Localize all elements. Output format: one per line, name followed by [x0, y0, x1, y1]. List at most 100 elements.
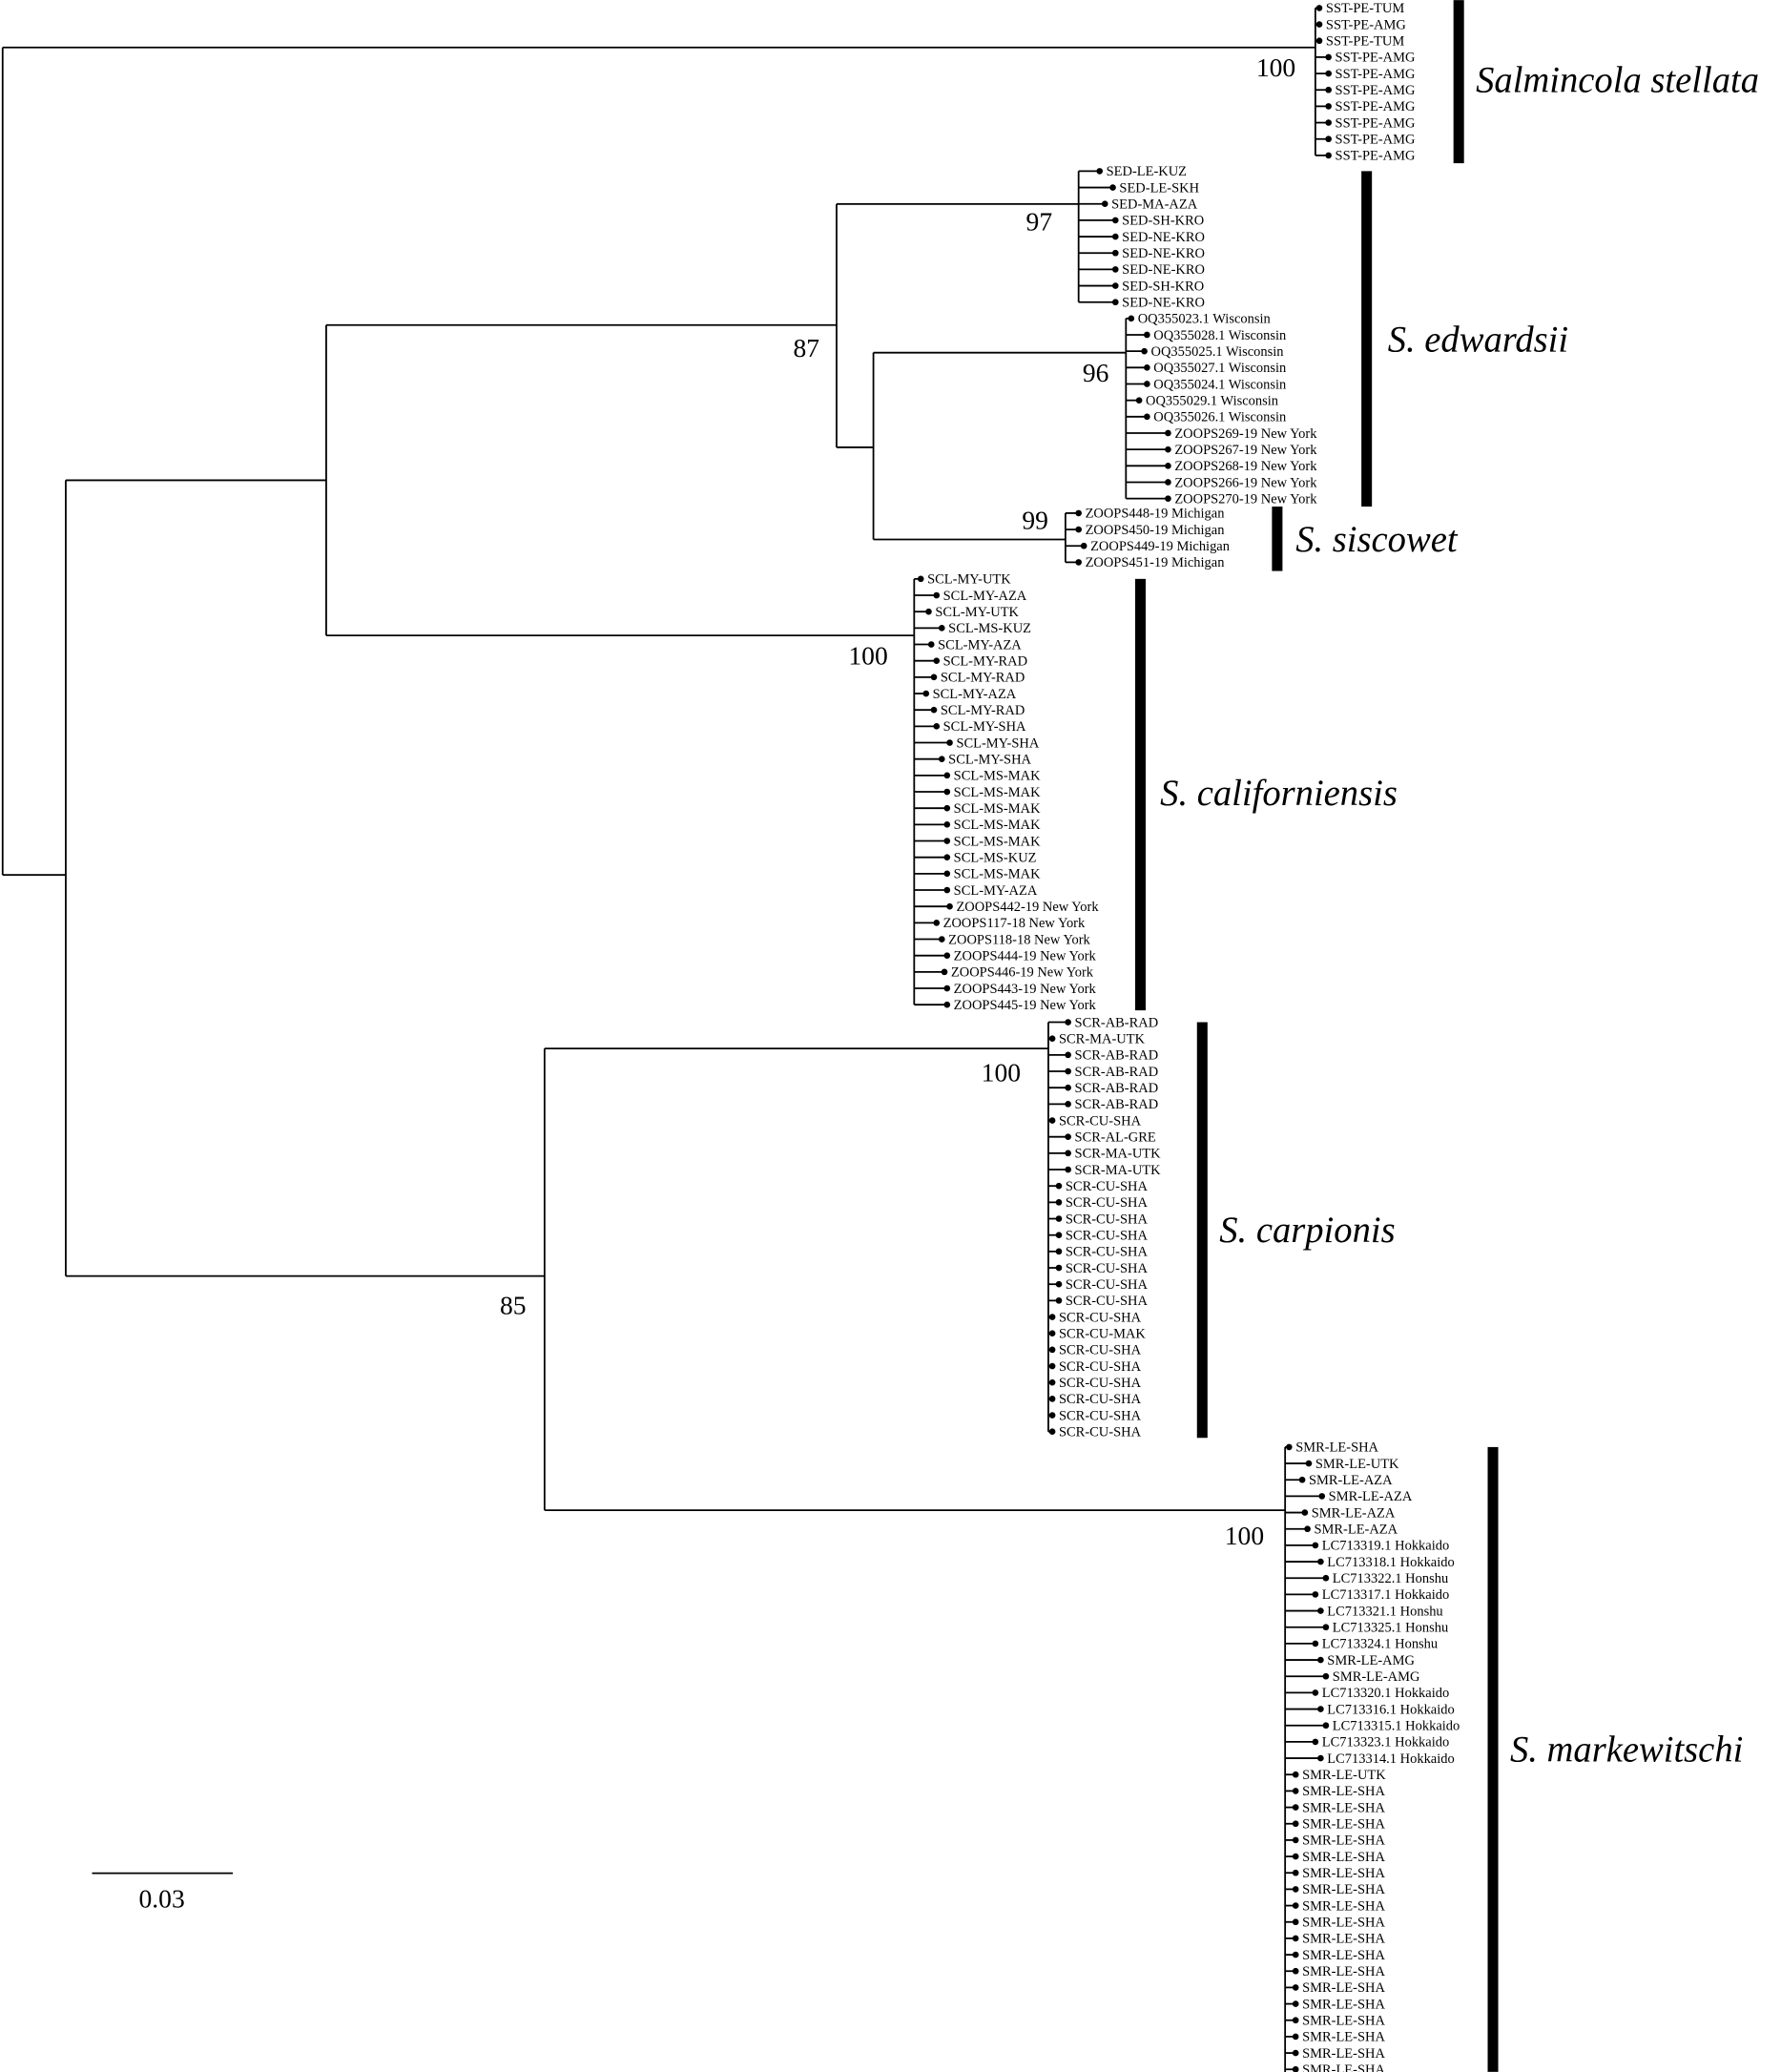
leaf-label: LC713320.1 Hokkaido — [1322, 1686, 1449, 1701]
leaf-label: SST-PE-AMG — [1336, 67, 1416, 82]
leaf-dot — [943, 886, 951, 894]
leaf-label: OQ355028.1 Wisconsin — [1153, 328, 1287, 343]
leaf-label: SCL-MS-MAK — [954, 801, 1041, 817]
leaf-label: SCL-MS-KUZ — [948, 621, 1031, 636]
leaf-label: SED-NE-KRO — [1122, 262, 1205, 278]
leaf-dot — [941, 968, 948, 976]
leaf-dot — [938, 625, 945, 632]
leaf-label: SST-PE-AMG — [1336, 51, 1416, 66]
leaf-label: SCR-CU-SHA — [1066, 1294, 1149, 1309]
leaf-label: SCR-CU-SHA — [1059, 1392, 1142, 1407]
support-value: 100 — [1225, 1521, 1264, 1550]
leaf-dot — [1315, 21, 1323, 28]
leaf-dot — [933, 723, 941, 730]
leaf-dot — [1325, 86, 1332, 93]
leaf-dot — [1285, 1443, 1293, 1451]
leaf-label: SCR-MA-UTK — [1075, 1147, 1162, 1162]
leaf-label: SCL-MY-SHA — [956, 736, 1039, 751]
leaf-dot — [1312, 1542, 1319, 1549]
leaf-dot — [1315, 5, 1323, 11]
leaf-dot — [1065, 1133, 1071, 1141]
leaf-dot — [943, 952, 951, 959]
leaf-label: ZOOPS444-19 New York — [954, 949, 1097, 964]
leaf-label: LC713315.1 Hokkaido — [1333, 1719, 1460, 1734]
leaf-label: ZOOPS267-19 New York — [1174, 443, 1317, 458]
leaf-dot — [1292, 1951, 1299, 1958]
leaf-label: SCL-MS-MAK — [954, 769, 1041, 784]
leaf-dot — [1292, 1771, 1299, 1778]
leaf-dot — [917, 575, 924, 583]
leaf-label: ZOOPS118-18 New York — [948, 932, 1090, 947]
leaf-dot — [1312, 1591, 1319, 1598]
leaf-dot — [1292, 1804, 1299, 1811]
leaf-label: OQ355023.1 Wisconsin — [1138, 312, 1272, 327]
support-value: 100 — [982, 1058, 1021, 1088]
leaf-dot — [1128, 315, 1135, 322]
leaf-dot — [938, 936, 945, 943]
leaf-dot — [1065, 1150, 1071, 1157]
leaf-label: SMR-LE-AZA — [1309, 1473, 1393, 1488]
clade-name: Salmincola stellata — [1476, 61, 1759, 101]
leaf-label: LC713317.1 Hokkaido — [1322, 1587, 1449, 1603]
leaf-dot — [1325, 119, 1332, 126]
leaf-label: SED-NE-KRO — [1122, 246, 1205, 261]
leaf-dot — [1165, 429, 1171, 437]
leaf-dot — [1315, 37, 1323, 45]
leaf-dot — [1292, 1984, 1299, 1991]
leaf-dot — [1048, 1330, 1056, 1337]
leaf-dot — [1048, 1378, 1056, 1386]
leaf-dot — [1048, 1362, 1056, 1370]
leaf-dot — [1165, 463, 1171, 469]
leaf-dot — [1292, 1935, 1299, 1942]
leaf-label: SCL-MY-RAD — [941, 703, 1025, 718]
leaf-dot — [1111, 249, 1119, 257]
leaf-label: LC713319.1 Hokkaido — [1322, 1539, 1449, 1554]
clade-bar — [1487, 1446, 1499, 2072]
leaf-label: LC713321.1 Honshu — [1327, 1604, 1442, 1619]
support-value: 100 — [1256, 52, 1295, 82]
leaf-label: SMR-LE-SHA — [1302, 1964, 1385, 1979]
clade-bar — [1453, 0, 1464, 164]
leaf-label: SCL-MS-MAK — [954, 834, 1041, 849]
leaf-label: SCR-CU-SHA — [1059, 1359, 1142, 1375]
scale-label: 0.03 — [138, 1884, 184, 1914]
leaf-dot — [943, 788, 951, 796]
leaf-label: SMR-LE-SHA — [1302, 1800, 1385, 1815]
leaf-label: SCL-MS-KUZ — [954, 851, 1037, 866]
leaf-label: SCL-MS-MAK — [954, 818, 1041, 833]
leaf-label: SCR-AB-RAD — [1075, 1097, 1159, 1112]
leaf-dot — [1318, 1493, 1326, 1500]
leaf-label: OQ355029.1 Wisconsin — [1146, 393, 1279, 408]
support-value: 87 — [793, 333, 819, 363]
clade-bar — [1361, 171, 1373, 508]
leaf-dot — [1065, 1084, 1071, 1091]
leaf-label: SCL-MY-SHA — [943, 719, 1026, 735]
leaf-label: ZOOPS449-19 Michigan — [1090, 539, 1231, 554]
leaf-dot — [1165, 445, 1171, 453]
leaf-label: SMR-LE-AZA — [1314, 1523, 1398, 1538]
leaf-dot — [1055, 1264, 1063, 1272]
leaf-label: SCL-MS-MAK — [954, 867, 1041, 882]
leaf-label: SMR-LE-SHA — [1302, 1850, 1385, 1865]
leaf-dot — [1144, 381, 1150, 387]
leaf-label: SMR-LE-SHA — [1302, 1866, 1385, 1881]
leaf-label: SMR-LE-SHA — [1302, 1948, 1385, 1963]
leaf-label: SCL-MY-UTK — [935, 605, 1019, 620]
leaf-label: SCR-CU-SHA — [1059, 1343, 1142, 1358]
leaf-dot — [1292, 1869, 1299, 1876]
leaf-label: SCR-AB-RAD — [1075, 1015, 1159, 1030]
leaf-dot — [1292, 2017, 1299, 2024]
leaf-label: SMR-LE-SHA — [1302, 1980, 1385, 1996]
leaf-dot — [1111, 217, 1119, 224]
leaf-dot — [1312, 1640, 1319, 1647]
leaf-dot — [1317, 1558, 1324, 1565]
support-value: 100 — [848, 640, 887, 670]
leaf-label: SMR-LE-AMG — [1333, 1669, 1420, 1685]
leaf-label: SMR-LE-UTK — [1315, 1457, 1399, 1472]
leaf-dot — [1292, 1853, 1299, 1860]
leaf-dot — [1048, 1396, 1056, 1402]
leaf-dot — [1325, 152, 1332, 159]
leaf-dot — [1292, 1918, 1299, 1926]
leaf-dot — [943, 870, 951, 878]
